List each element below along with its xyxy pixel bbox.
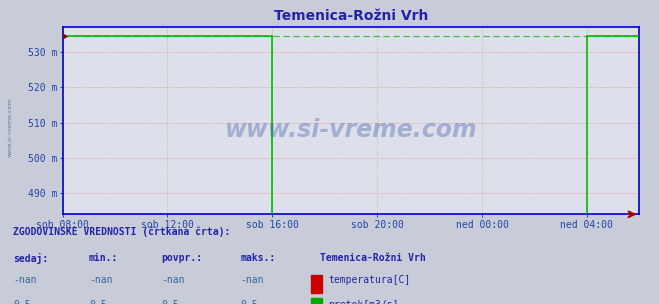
Text: 0,5: 0,5 [161,300,179,304]
Text: -nan: -nan [241,275,264,285]
Text: ZGODOVINSKE VREDNOSTI (črtkana črta):: ZGODOVINSKE VREDNOSTI (črtkana črta): [13,226,231,237]
Text: min.:: min.: [89,253,119,263]
Text: sedaj:: sedaj: [13,253,48,264]
Text: www.si-vreme.com: www.si-vreme.com [8,98,13,157]
Text: -nan: -nan [161,275,185,285]
Text: -nan: -nan [13,275,37,285]
Text: maks.:: maks.: [241,253,275,263]
Text: temperatura[C]: temperatura[C] [328,275,411,285]
Bar [311,275,322,293]
Text: 0,5: 0,5 [13,300,31,304]
Title: Temenica-Rožni Vrh: Temenica-Rožni Vrh [273,9,428,23]
Text: povpr.:: povpr.: [161,253,202,263]
Text: pretok[m3/s]: pretok[m3/s] [328,300,399,304]
Bar [311,298,322,304]
Text: www.si-vreme.com: www.si-vreme.com [225,118,477,142]
Text: Temenica-Rožni Vrh: Temenica-Rožni Vrh [320,253,425,263]
Text: 0,5: 0,5 [241,300,258,304]
Text: -nan: -nan [89,275,113,285]
Text: 0,5: 0,5 [89,300,107,304]
